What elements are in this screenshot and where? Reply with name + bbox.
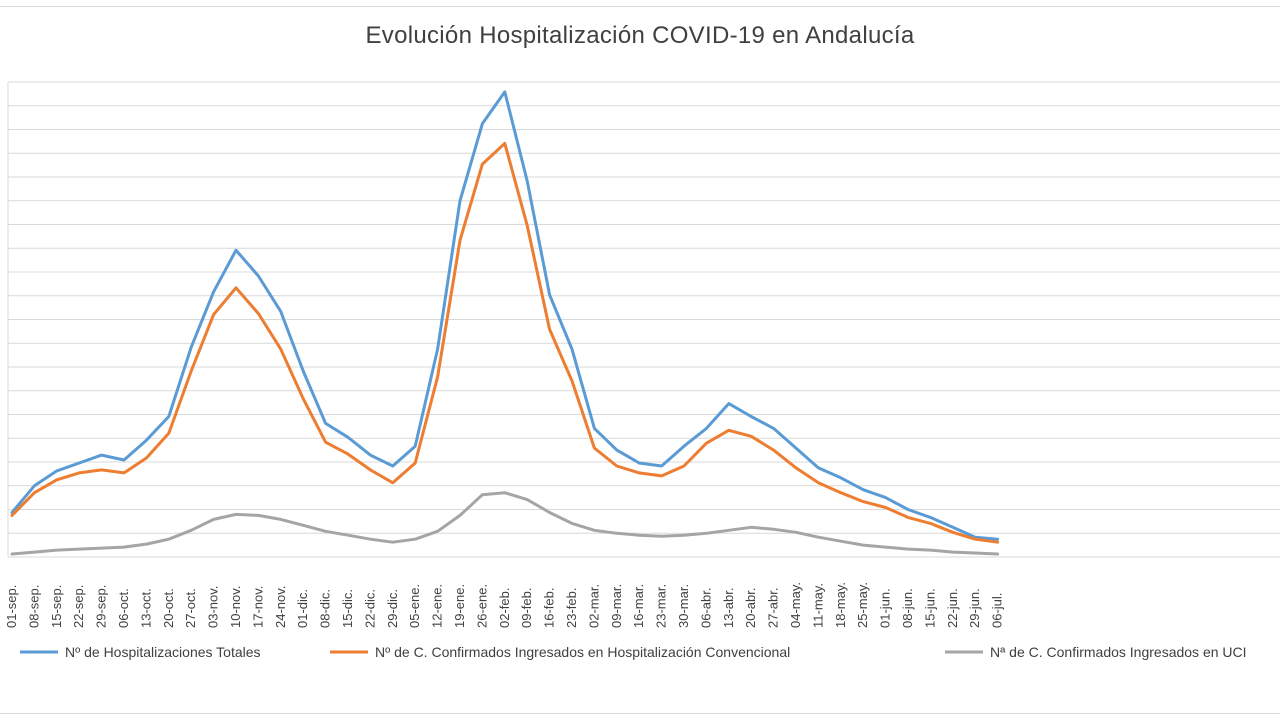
chart-frame bbox=[0, 6, 1280, 714]
x-tick-label: 08-sep. bbox=[26, 585, 41, 628]
x-tick-label: 06-abr. bbox=[698, 588, 713, 628]
x-tick-label: 16-feb. bbox=[542, 588, 557, 628]
x-tick-label: 06-jul. bbox=[990, 593, 1005, 628]
x-tick-label: 01-jun. bbox=[878, 588, 893, 628]
x-tick-label: 26-ene. bbox=[474, 584, 489, 628]
x-tick-label: 23-mar. bbox=[654, 584, 669, 628]
series-line-3 bbox=[10, 491, 1000, 556]
x-tick-label: 18-may. bbox=[833, 582, 848, 628]
x-tick-label: 15-dic. bbox=[340, 589, 355, 628]
x-tick-label: 09-feb. bbox=[519, 588, 534, 628]
x-tick-label: 05-ene. bbox=[407, 584, 422, 628]
series-line-1 bbox=[10, 90, 1000, 541]
x-tick-label: 30-mar. bbox=[676, 584, 691, 628]
x-tick-label: 02-feb. bbox=[497, 588, 512, 628]
x-tick-label: 29-jun. bbox=[967, 588, 982, 628]
x-tick-label: 03-nov. bbox=[206, 586, 221, 628]
x-tick-label: 17-nov. bbox=[250, 586, 265, 628]
x-tick-label: 22-dic. bbox=[362, 589, 377, 628]
x-tick-label: 02-mar. bbox=[586, 584, 601, 628]
x-tick-label: 27-abr. bbox=[766, 588, 781, 628]
x-tick-label: 29-sep. bbox=[94, 585, 109, 628]
legend-label-2: Nº de C. Confirmados Ingresados en Hospi… bbox=[375, 644, 790, 660]
x-tick-label: 22-jun. bbox=[945, 588, 960, 628]
x-tick-label: 12-ene. bbox=[430, 584, 445, 628]
x-tick-label: 20-oct. bbox=[161, 588, 176, 628]
x-tick-label: 13-oct. bbox=[138, 588, 153, 628]
x-tick-label: 20-abr. bbox=[743, 588, 758, 628]
legend-label-3: Nª de C. Confirmados Ingresados en UCI bbox=[990, 644, 1247, 660]
x-tick-label: 01-dic. bbox=[295, 589, 310, 628]
legend-label-1: Nº de Hospitalizaciones Totales bbox=[65, 644, 261, 660]
x-tick-label: 15-jun. bbox=[922, 588, 937, 628]
x-tick-label: 06-oct. bbox=[116, 588, 131, 628]
series-line-2 bbox=[10, 141, 1000, 544]
x-tick-label: 15-sep. bbox=[49, 585, 64, 628]
x-tick-label: 08-jun. bbox=[900, 588, 915, 628]
x-tick-label: 25-may. bbox=[855, 582, 870, 628]
x-tick-label: 13-abr. bbox=[721, 588, 736, 628]
x-tick-label: 08-dic. bbox=[318, 589, 333, 628]
x-tick-label: 16-mar. bbox=[631, 584, 646, 628]
x-tick-label: 19-ene. bbox=[452, 584, 467, 628]
x-tick-label: 04-may. bbox=[788, 582, 803, 628]
x-tick-label: 22-sep. bbox=[71, 585, 86, 628]
x-tick-label: 24-nov. bbox=[273, 586, 288, 628]
chart-title: Evolución Hospitalización COVID-19 en An… bbox=[365, 22, 915, 49]
x-tick-label: 29-dic. bbox=[385, 589, 400, 628]
x-tick-label: 11-may. bbox=[810, 583, 825, 628]
x-tick-label: 27-oct. bbox=[183, 588, 198, 628]
x-tick-label: 09-mar. bbox=[609, 584, 624, 628]
x-tick-label: 10-nov. bbox=[228, 586, 243, 628]
x-tick-label: 23-feb. bbox=[564, 588, 579, 628]
x-tick-label: 01-sep. bbox=[4, 585, 19, 628]
